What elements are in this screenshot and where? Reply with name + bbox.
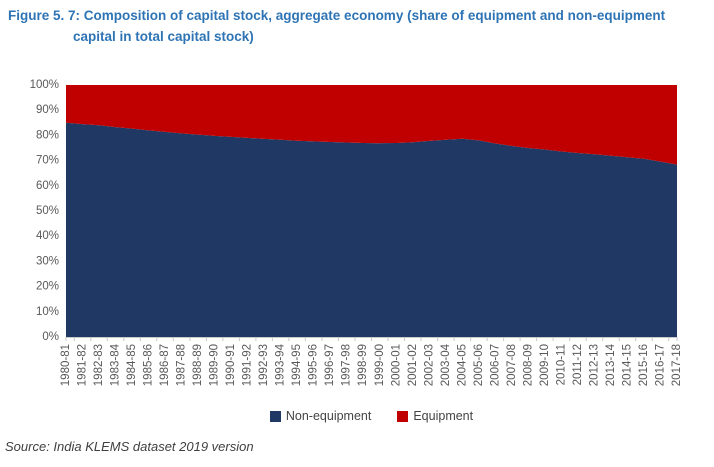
x-axis-label: 1982-83 xyxy=(93,344,105,386)
chart-legend: Non-equipment Equipment xyxy=(66,409,677,423)
y-axis-label: 40% xyxy=(36,230,59,242)
x-axis-label: 2011-12 xyxy=(572,344,584,385)
x-axis-label: 2005-06 xyxy=(473,344,485,386)
x-axis-label: 1980-81 xyxy=(60,344,72,386)
x-axis-label: 1984-85 xyxy=(126,344,138,386)
y-axis-label: 80% xyxy=(36,129,59,141)
x-axis-label: 2006-07 xyxy=(489,344,501,386)
x-axis-label: 1998-99 xyxy=(357,344,369,386)
legend-item-non-equipment: Non-equipment xyxy=(269,409,372,423)
source-note: Source: India KLEMS dataset 2019 version xyxy=(5,439,254,454)
x-axis-label: 2017-18 xyxy=(671,344,683,386)
x-axis-label: 1997-98 xyxy=(341,344,353,386)
x-axis-label: 1995-96 xyxy=(308,344,320,386)
y-axis-label: 60% xyxy=(36,180,59,192)
area-equipment xyxy=(66,85,677,165)
x-axis-label: 1996-97 xyxy=(324,344,336,386)
x-axis-label: 2001-02 xyxy=(407,344,419,386)
x-axis-label: 1991-92 xyxy=(242,344,254,386)
x-axis-label: 1993-94 xyxy=(275,343,287,386)
y-axis-label: 10% xyxy=(36,306,59,318)
x-axis-label: 2012-13 xyxy=(588,344,600,386)
x-axis-label: 2013-14 xyxy=(605,343,617,386)
y-axis-label: 70% xyxy=(36,155,59,167)
x-axis-label: 1983-84 xyxy=(110,343,122,386)
legend-swatch-equipment-icon xyxy=(397,410,409,422)
x-axis-label: 1987-88 xyxy=(176,344,188,386)
y-axis-label: 90% xyxy=(36,104,59,116)
x-axis-label: 2014-15 xyxy=(622,344,634,386)
legend-label-equipment: Equipment xyxy=(413,409,474,423)
y-axis-label: 100% xyxy=(30,79,59,91)
x-axis-label: 1986-87 xyxy=(159,344,171,386)
legend-item-equipment: Equipment xyxy=(397,409,473,423)
legend-swatch-non-equipment-icon xyxy=(269,410,281,422)
figure-title: Figure 5. 7: Composition of capital stoc… xyxy=(8,8,666,44)
x-axis-label: 1989-90 xyxy=(209,344,221,386)
x-axis-label: 1992-93 xyxy=(258,344,270,386)
x-axis-label: 1994-95 xyxy=(291,344,303,386)
area-non-equipment xyxy=(66,122,677,337)
x-axis-label: 2000-01 xyxy=(390,344,402,386)
x-axis-label: 2010-11 xyxy=(555,344,567,385)
y-axis-label: 0% xyxy=(42,331,59,343)
x-axis-label: 2016-17 xyxy=(655,344,667,386)
y-axis-label: 20% xyxy=(36,281,59,293)
x-axis-label: 1999-00 xyxy=(374,344,386,386)
x-axis-label: 1988-89 xyxy=(192,344,204,386)
y-axis-label: 50% xyxy=(36,205,59,217)
x-axis-label: 2015-16 xyxy=(638,344,650,386)
x-axis-label: 1990-91 xyxy=(225,344,237,386)
x-axis-label: 1985-86 xyxy=(143,344,155,386)
x-axis-label: 2009-10 xyxy=(539,344,551,386)
x-axis-label: 2008-09 xyxy=(522,344,534,386)
legend-label-non-equipment: Non-equipment xyxy=(285,409,372,423)
x-axis-label: 1981-82 xyxy=(77,344,89,386)
x-axis-label: 2002-03 xyxy=(423,344,435,386)
x-axis-label: 2004-05 xyxy=(456,344,468,386)
x-axis-label: 2007-08 xyxy=(506,344,518,386)
x-axis-label: 2003-04 xyxy=(440,343,452,386)
stacked-area-chart: 0% 10% 20% 30% 40% 50% 60% 70% 80% 90% 100% 1980-81… xyxy=(30,79,683,386)
y-axis-label: 30% xyxy=(36,255,59,267)
